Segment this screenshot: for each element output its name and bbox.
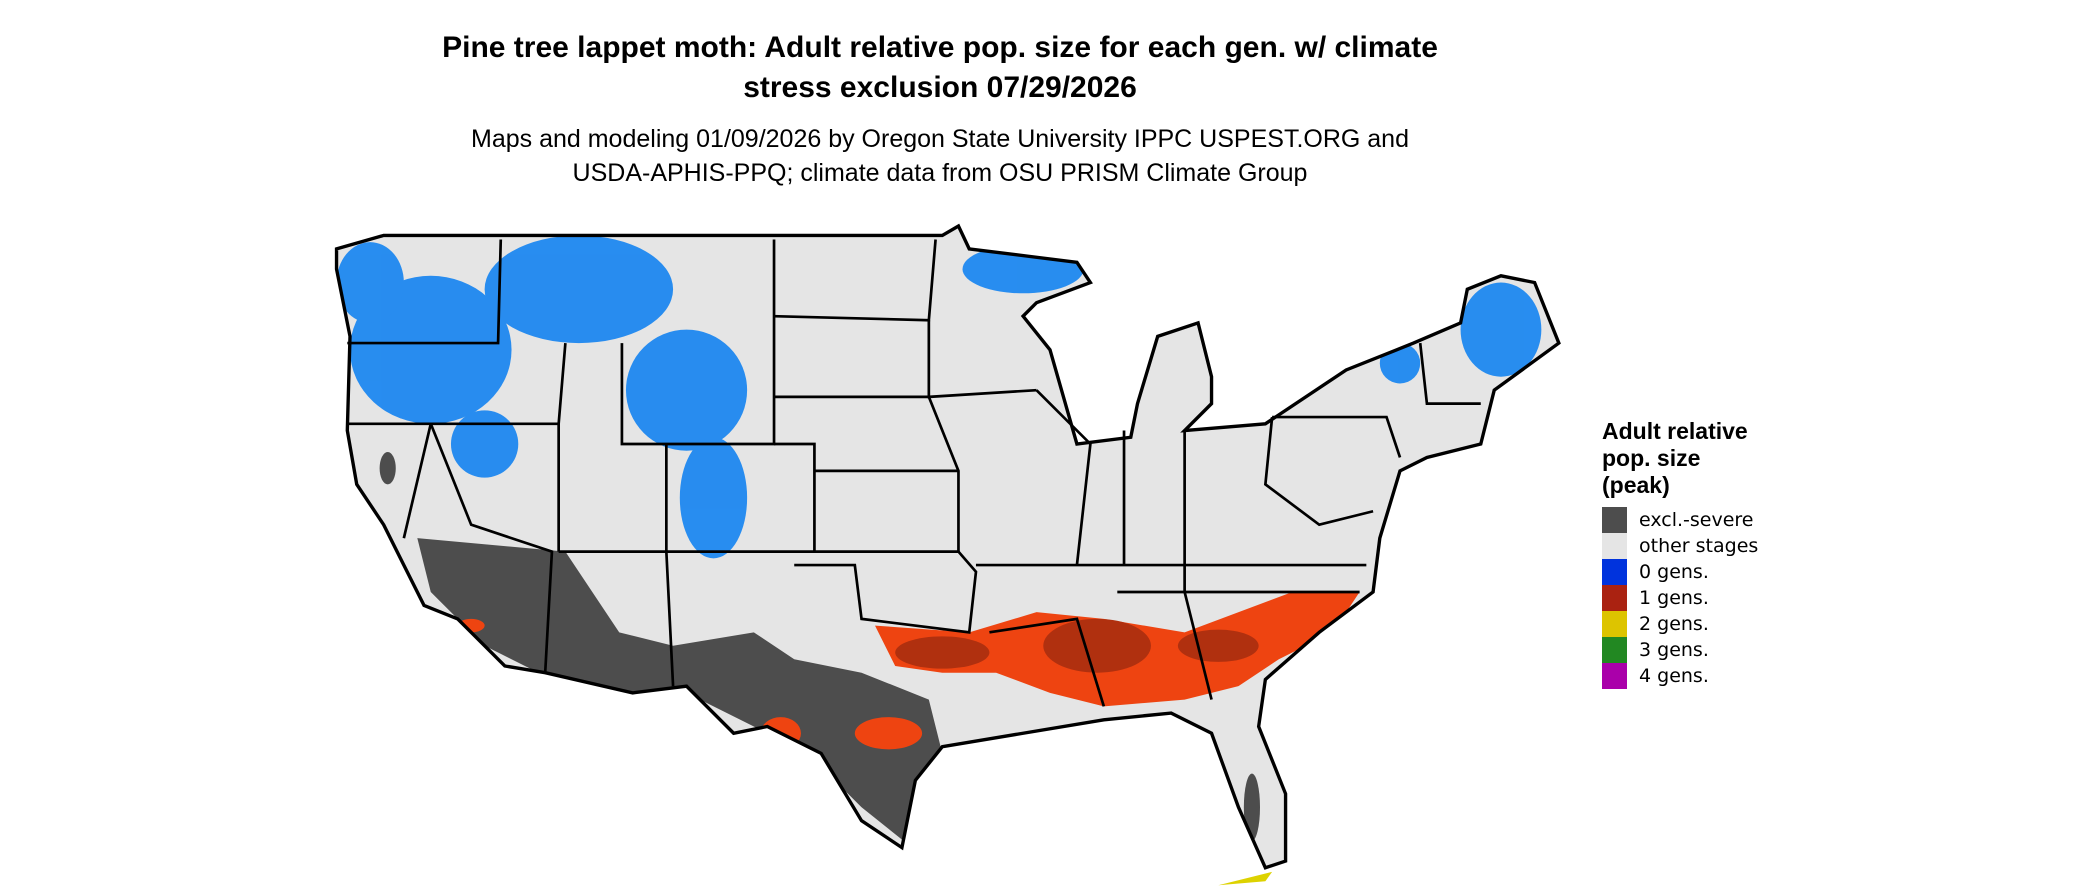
legend-item: 4 gens. xyxy=(1602,663,1758,689)
legend-title-line: (peak) xyxy=(1602,472,1670,498)
subtitle-line-2: USDA-APHIS-PPQ; climate data from OSU PR… xyxy=(572,159,1308,187)
map-title: Pine tree lappet moth: Adult relative po… xyxy=(0,28,1880,108)
legend-item: 3 gens. xyxy=(1602,637,1758,663)
legend-swatch xyxy=(1602,507,1627,533)
legend-title: Adult relative pop. size (peak) xyxy=(1602,418,1758,499)
legend: Adult relative pop. size (peak) excl.-se… xyxy=(1602,418,1758,689)
subtitle-line-1: Maps and modeling 01/09/2026 by Oregon S… xyxy=(471,125,1409,153)
legend-swatch xyxy=(1602,637,1627,663)
legend-label: excl.-severe xyxy=(1639,509,1754,531)
legend-item: 0 gens. xyxy=(1602,559,1758,585)
title-text: Pine tree lappet moth: Adult relative po… xyxy=(442,31,1438,104)
legend-title-line: pop. size xyxy=(1602,445,1701,471)
legend-item: excl.-severe xyxy=(1602,507,1758,533)
keys-marks xyxy=(1218,871,1273,886)
legend-item: other stages xyxy=(1602,533,1758,559)
us-border xyxy=(334,223,1561,870)
legend-title-line: Adult relative xyxy=(1602,418,1748,444)
legend-item: 1 gens. xyxy=(1602,585,1758,611)
legend-swatch xyxy=(1602,611,1627,637)
legend-label: 3 gens. xyxy=(1639,639,1709,661)
legend-swatch xyxy=(1602,533,1627,559)
state-borders xyxy=(347,239,1481,707)
legend-label: 0 gens. xyxy=(1639,561,1709,583)
legend-label: 2 gens. xyxy=(1639,613,1709,635)
legend-swatch xyxy=(1602,559,1627,585)
one-gen-dark-regions xyxy=(895,618,1259,673)
legend-label: 4 gens. xyxy=(1639,665,1709,687)
legend-swatch xyxy=(1602,585,1627,611)
legend-label: other stages xyxy=(1639,535,1759,557)
map-subtitle: Maps and modeling 01/09/2026 by Oregon S… xyxy=(0,122,1880,190)
legend-swatch xyxy=(1602,663,1627,689)
legend-item: 2 gens. xyxy=(1602,611,1758,637)
legend-label: 1 gens. xyxy=(1639,587,1709,609)
